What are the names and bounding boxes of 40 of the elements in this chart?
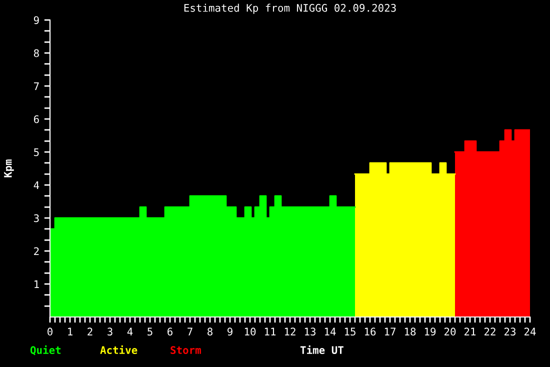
x-tick-label: 9: [228, 328, 232, 336]
y-tick-label: 5: [34, 148, 39, 156]
x-tick-label: 4: [127, 328, 133, 336]
x-tick-label: 6: [168, 328, 172, 336]
y-axis-title: Kpm: [4, 159, 14, 178]
text: Active: [100, 345, 138, 354]
y-tick-label: 7: [34, 82, 39, 90]
x-tick-label: 0: [48, 328, 52, 336]
y-tick-label: 6: [34, 115, 39, 124]
x-tick-label: 1: [68, 328, 72, 336]
y-tick-label: 4: [34, 181, 40, 189]
y-tick-label: 2: [34, 247, 39, 255]
y-tick-label: 9: [34, 16, 39, 24]
y-tick-label: 8: [34, 49, 39, 58]
x-tick-label: 21: [464, 328, 476, 336]
text: Storm: [170, 346, 201, 354]
x-tick-label: 2: [88, 328, 92, 336]
x-tick-label: 20: [444, 328, 456, 336]
x-tick-label: 8: [208, 328, 212, 336]
x-tick-label: 14: [324, 328, 336, 336]
text: Quiet: [30, 345, 61, 356]
x-tick-label: 22: [484, 328, 496, 336]
x-tick-label: 17: [384, 328, 396, 336]
x-tick-label: 5: [148, 328, 152, 336]
x-tick-label: 19: [424, 328, 436, 336]
x-axis-title: Time UT: [300, 345, 344, 354]
y-tick-label: 3: [34, 214, 39, 222]
x-tick-label: 23: [504, 328, 516, 336]
chart-title: Estimated Kp from NIGGG 02.09.2023: [184, 4, 396, 14]
x-tick-label: 11: [264, 328, 276, 336]
x-tick-label: 24: [524, 328, 536, 336]
x-tick-label: 18: [404, 328, 416, 336]
x-tick-label: 15: [344, 328, 356, 336]
x-tick-label: 16: [364, 328, 376, 336]
x-tick-label: 13: [304, 328, 316, 336]
x-tick-label: 10: [244, 328, 256, 336]
x-tick-label: 3: [108, 328, 112, 336]
y-tick-label: 1: [34, 280, 39, 288]
x-tick-label: 12: [284, 328, 296, 336]
x-tick-label: 7: [188, 328, 192, 336]
